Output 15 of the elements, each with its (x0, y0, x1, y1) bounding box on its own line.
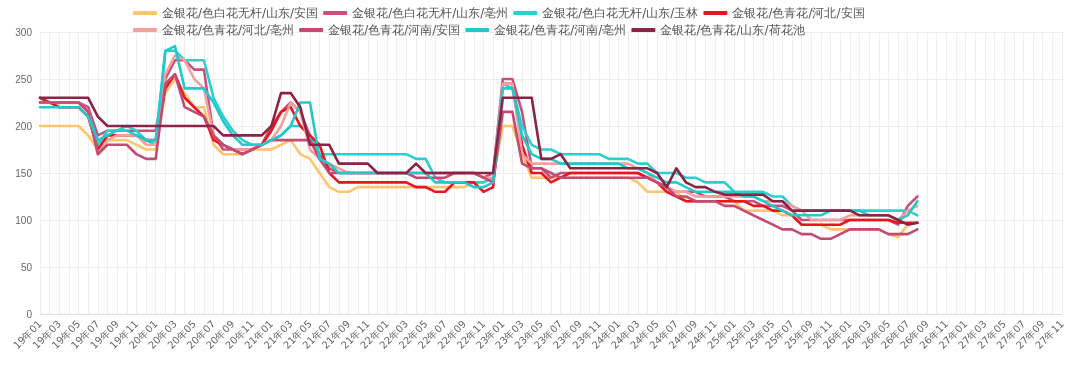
legend-label: 金银花/色青花/河南/安国 (328, 23, 461, 37)
y-tick-label: 150 (15, 167, 33, 179)
legend-label: 金银花/色白花无杆/山东/玉林 (542, 6, 699, 20)
legend-label: 金银花/色青花/河北/安国 (732, 6, 865, 20)
legend-label: 金银花/色白花无杆/山东/安国 (162, 6, 319, 20)
legend-label: 金银花/色青花/山东/荷花池 (660, 23, 805, 37)
y-tick-label: 200 (15, 120, 33, 132)
legend-label: 金银花/色青花/河北/亳州 (162, 23, 295, 37)
legend-label: 金银花/色青花/河南/亳州 (494, 23, 627, 37)
y-tick-label: 50 (20, 261, 33, 273)
y-tick-label: 300 (15, 26, 33, 38)
y-tick-label: 100 (15, 214, 33, 226)
legend-label: 金银花/色白花无杆/山东/亳州 (352, 6, 509, 20)
y-tick-label: 0 (26, 308, 33, 320)
y-tick-label: 250 (15, 73, 33, 85)
